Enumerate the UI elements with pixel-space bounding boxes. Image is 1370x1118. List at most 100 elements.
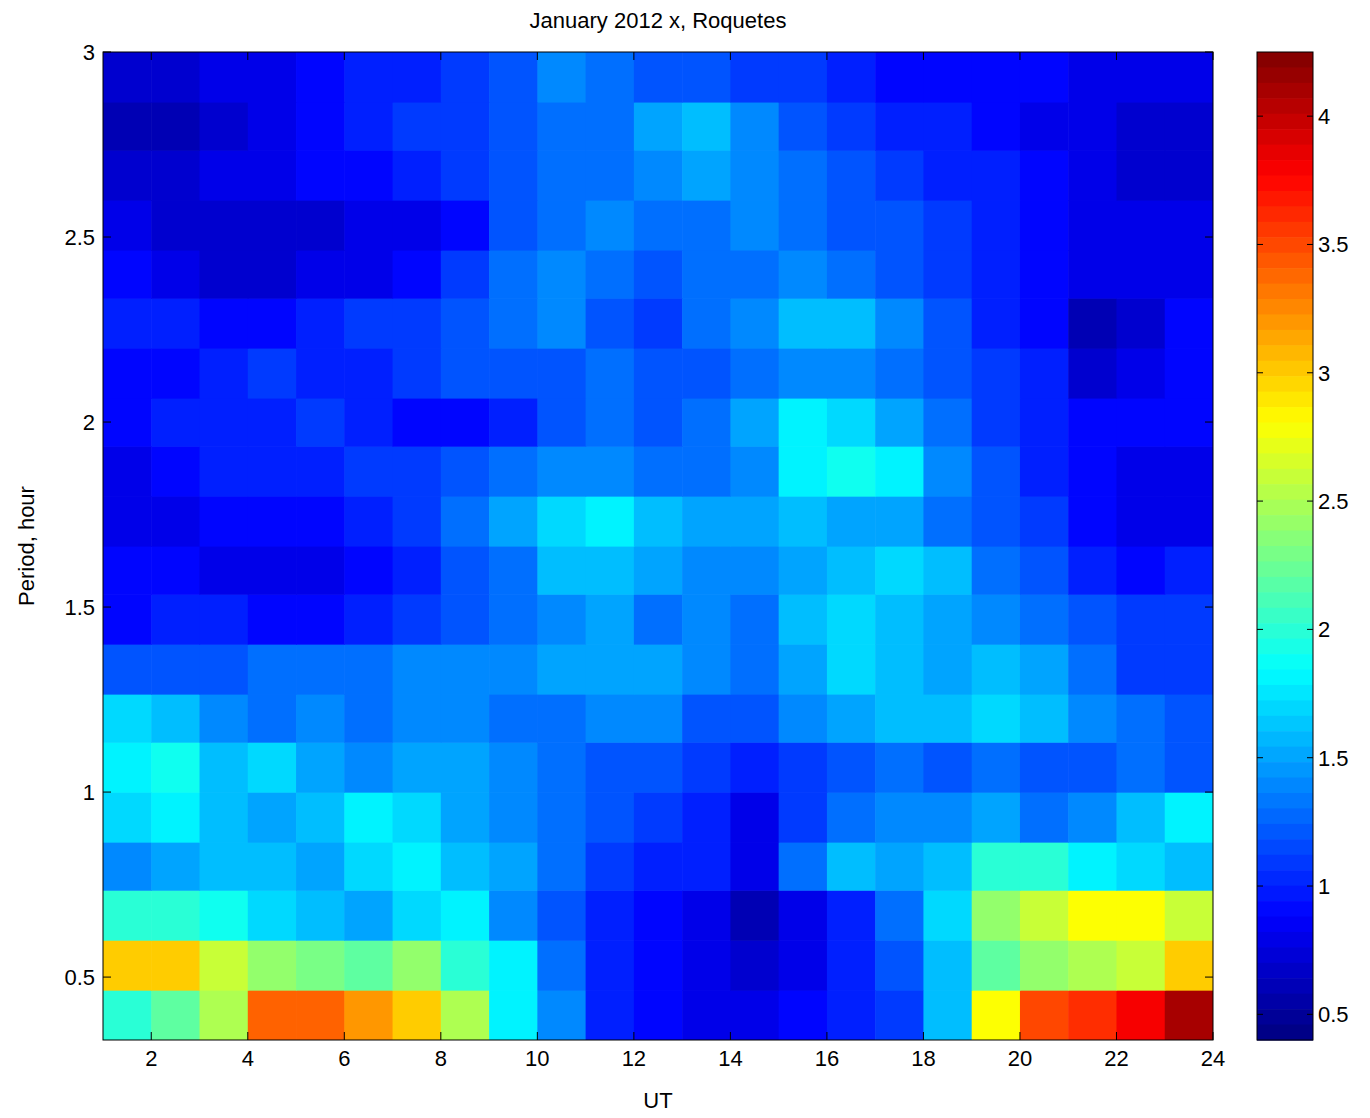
heatmap-cell: [1020, 496, 1069, 547]
heatmap-cell: [248, 842, 297, 891]
colorbar-tick: [1307, 886, 1313, 887]
colorbar-tick-label: 0.5: [1318, 1002, 1349, 1027]
heatmap-cell: [730, 792, 779, 843]
heatmap-cell: [151, 446, 200, 497]
heatmap-cell: [586, 594, 635, 645]
heatmap-cell: [200, 694, 249, 743]
heatmap-cell: [296, 150, 345, 201]
heatmap-cell: [344, 644, 393, 695]
heatmap-cell: [489, 102, 538, 151]
heatmap-cell: [730, 842, 779, 891]
heatmap-cell: [1116, 348, 1165, 399]
x-tick: [247, 52, 248, 60]
heatmap-cell: [682, 792, 731, 843]
heatmap-cell: [489, 792, 538, 843]
heatmap-cell: [1068, 102, 1117, 151]
heatmap-cell: [1116, 842, 1165, 891]
heatmap-cell: [875, 298, 924, 349]
heatmap-cell: [730, 594, 779, 645]
heatmap-cell: [586, 348, 635, 399]
colorbar-swatch: [1257, 793, 1313, 809]
heatmap-cell: [779, 694, 828, 743]
heatmap-cell: [875, 842, 924, 891]
colorbar-swatch: [1257, 886, 1313, 902]
heatmap-cell: [1068, 792, 1117, 843]
heatmap-cell: [827, 446, 876, 497]
heatmap-cell: [296, 694, 345, 743]
heatmap-cell: [248, 298, 297, 349]
heatmap-cell: [682, 250, 731, 299]
heatmap-cell: [1165, 546, 1213, 595]
heatmap-cell: [151, 496, 200, 547]
x-tick: [151, 52, 152, 60]
colorbar-swatch: [1257, 546, 1313, 562]
heatmap-cell: [296, 250, 345, 299]
heatmap-cell: [1165, 496, 1213, 547]
colorbar-swatch: [1257, 222, 1313, 238]
heatmap-cell: [1165, 842, 1213, 891]
heatmap-cell: [586, 694, 635, 743]
colorbar-swatch: [1257, 608, 1313, 624]
heatmap-cell: [200, 644, 249, 695]
y-axis-title: Period, hour: [14, 486, 39, 606]
heatmap-cell: [441, 890, 490, 941]
heatmap-cell: [537, 890, 586, 941]
colorbar-swatch: [1257, 963, 1313, 979]
heatmap-cell: [730, 546, 779, 595]
heatmap-cell: [730, 298, 779, 349]
colorbar-swatch: [1257, 253, 1313, 269]
heatmap-cell: [827, 990, 876, 1040]
heatmap-cell: [489, 150, 538, 201]
heatmap-cell: [972, 250, 1021, 299]
colorbar-swatch: [1257, 824, 1313, 840]
heatmap-cell: [1020, 842, 1069, 891]
heatmap-cell: [537, 200, 586, 251]
colorbar-swatch: [1257, 747, 1313, 763]
heatmap-cells: [103, 52, 1213, 1040]
heatmap-cell: [730, 348, 779, 399]
heatmap-cell: [537, 742, 586, 793]
heatmap-cell: [923, 644, 972, 695]
heatmap-cell: [730, 742, 779, 793]
heatmap-cell: [248, 250, 297, 299]
heatmap-cell: [1020, 102, 1069, 151]
heatmap-cell: [972, 546, 1021, 595]
x-tick: [1019, 1032, 1020, 1040]
y-tick-label: 3: [83, 40, 95, 65]
y-tick: [103, 422, 111, 423]
heatmap-cell: [1165, 694, 1213, 743]
colorbar-swatch: [1257, 762, 1313, 778]
heatmap-cell: [441, 792, 490, 843]
heatmap-cell: [827, 200, 876, 251]
colorbar-swatch: [1257, 361, 1313, 377]
colorbar-swatch: [1257, 268, 1313, 284]
heatmap-cell: [730, 102, 779, 151]
heatmap-cell: [682, 990, 731, 1040]
x-tick: [730, 52, 731, 60]
heatmap-cell: [634, 842, 683, 891]
x-tick-label: 20: [1008, 1046, 1032, 1071]
heatmap-cell: [393, 890, 442, 941]
chart: 246810121416182022240.511.522.53January …: [0, 0, 1370, 1118]
heatmap-cell: [779, 546, 828, 595]
heatmap-cell: [779, 842, 828, 891]
heatmap-cell: [1116, 200, 1165, 251]
heatmap-cell: [103, 644, 152, 695]
colorbar: [1257, 52, 1313, 1041]
colorbar-tick: [1307, 1014, 1313, 1015]
heatmap-cell: [827, 594, 876, 645]
heatmap-cell: [779, 150, 828, 201]
heatmap-cell: [972, 694, 1021, 743]
heatmap-cell: [103, 742, 152, 793]
heatmap-cell: [1020, 52, 1069, 103]
heatmap-cell: [248, 546, 297, 595]
heatmap-cell: [248, 52, 297, 103]
heatmap-cell: [393, 298, 442, 349]
heatmap-cell: [296, 594, 345, 645]
heatmap-cell: [972, 644, 1021, 695]
x-tick-label: 12: [622, 1046, 646, 1071]
heatmap-cell: [441, 102, 490, 151]
heatmap-cell: [875, 52, 924, 103]
heatmap-cell: [393, 842, 442, 891]
heatmap-cell: [103, 990, 152, 1040]
